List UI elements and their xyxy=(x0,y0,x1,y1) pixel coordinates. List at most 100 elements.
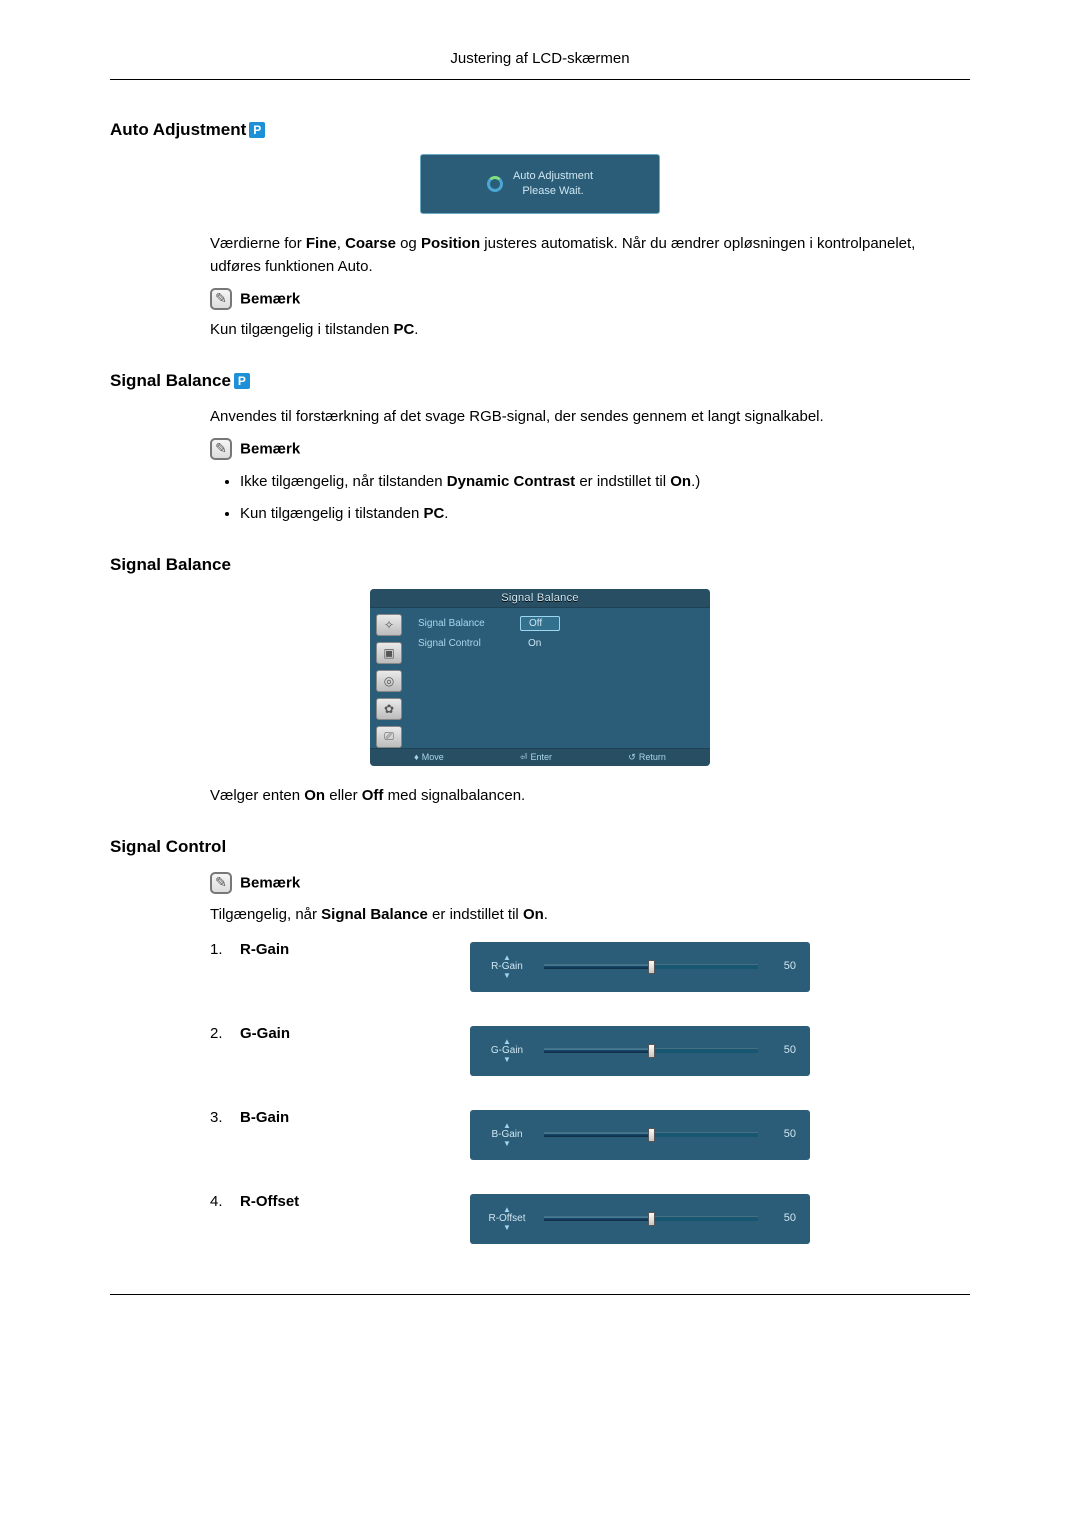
signal-balance-bullets: Ikke tilgængelig, når tilstanden Dynamic… xyxy=(240,470,970,525)
list-item: Ikke tilgængelig, når tilstanden Dynamic… xyxy=(240,470,970,493)
note-row: ✎ Bemærk xyxy=(210,287,970,311)
slider-panel: ▲R-Gain▼ 50 xyxy=(470,942,810,992)
auto-adjustment-paragraph: Værdierne for Fine, Coarse og Position j… xyxy=(210,232,970,279)
slider-label-column: ▲G-Gain▼ xyxy=(484,1038,530,1064)
osd-row-label: Signal Balance xyxy=(418,618,508,629)
auto-adjustment-content: Værdierne for Fine, Coarse og Position j… xyxy=(210,232,970,341)
note-label: Bemærk xyxy=(240,440,300,457)
osd-row: Signal Control On xyxy=(418,637,700,650)
osd-row-value: On xyxy=(520,637,560,650)
slider-track xyxy=(544,1216,758,1221)
chevron-down-icon: ▼ xyxy=(503,972,511,980)
slider-panel: ▲B-Gain▼ 50 xyxy=(470,1110,810,1160)
osd-side-icon: ⎚ xyxy=(376,726,402,748)
osd-footer: ♦ Move ⏎ Enter ↺ Return xyxy=(370,748,710,766)
gain-item-header: 3. B-Gain xyxy=(210,1104,340,1129)
gain-item-number: 4. xyxy=(210,1190,226,1213)
slider-fill xyxy=(544,1217,651,1221)
osd-row-value: Off xyxy=(520,616,560,631)
chevron-down-icon: ▼ xyxy=(503,1224,511,1232)
slider-thumb xyxy=(648,960,655,974)
osd-side-icon: ✧ xyxy=(376,614,402,636)
note-icon: ✎ xyxy=(210,438,232,460)
signal-balance-content: Anvendes til forstærkning af det svage R… xyxy=(210,405,970,524)
section-title-signal-control: Signal Control xyxy=(110,837,970,857)
slider-label-column: ▲R-Offset▼ xyxy=(484,1206,530,1232)
bottom-rule xyxy=(110,1294,970,1295)
gain-list-item: 3. B-Gain ▲B-Gain▼ 50 xyxy=(210,1104,970,1178)
gain-list-item: 4. R-Offset ▲R-Offset▼ 50 xyxy=(210,1188,970,1262)
gain-item-name: R-Offset xyxy=(240,1190,299,1213)
note-row: ✎ Bemærk xyxy=(210,437,970,461)
osd-main: Signal Balance Off Signal Control On xyxy=(408,608,710,748)
auto-adjustment-note-text: Kun tilgængelig i tilstanden PC. xyxy=(210,318,970,341)
slider-label-column: ▲R-Gain▼ xyxy=(484,954,530,980)
note-icon: ✎ xyxy=(210,872,232,894)
note-row: ✎ Bemærk xyxy=(210,871,970,895)
osd-side-icon: ◎ xyxy=(376,670,402,692)
gain-item-name: B-Gain xyxy=(240,1106,289,1129)
section-title-auto-adjustment: Auto Adjustment P xyxy=(110,120,970,140)
signal-control-note-text: Tilgængelig, når Signal Balance er indst… xyxy=(210,903,970,926)
gain-item-header: 1. R-Gain xyxy=(210,936,340,961)
gain-list-item: 1. R-Gain ▲R-Gain▼ 50 xyxy=(210,936,970,1010)
section-title-text: Signal Balance xyxy=(110,371,231,391)
signal-balance-under-text: Vælger enten On eller Off med signalbala… xyxy=(210,784,970,807)
chevron-down-icon: ▼ xyxy=(503,1140,511,1148)
gain-item-number: 2. xyxy=(210,1022,226,1045)
osd-side-icon: ▣ xyxy=(376,642,402,664)
section-title-text: Signal Balance xyxy=(110,555,231,575)
signal-balance-under: Vælger enten On eller Off med signalbala… xyxy=(210,784,970,807)
osd-title: Signal Balance xyxy=(370,589,710,608)
osd-side: ✧ ▣ ◎ ✿ ⎚ xyxy=(370,608,408,748)
slider-thumb xyxy=(648,1044,655,1058)
osd-footer-move: ♦ Move xyxy=(414,752,444,763)
gain-item-name: G-Gain xyxy=(240,1022,290,1045)
slider-fill xyxy=(544,965,651,969)
slider-track xyxy=(544,1048,758,1053)
p-badge-icon: P xyxy=(249,122,265,138)
page-header: Justering af LCD-skærmen xyxy=(110,0,970,80)
osd-body: ✧ ▣ ◎ ✿ ⎚ Signal Balance Off Signal Cont… xyxy=(370,608,710,748)
section-title-text: Auto Adjustment xyxy=(110,120,246,140)
slider-thumb xyxy=(648,1212,655,1226)
osd-row-label: Signal Control xyxy=(418,638,508,649)
osd-footer-return: ↺ Return xyxy=(628,752,666,763)
slider-thumb xyxy=(648,1128,655,1142)
slider-fill xyxy=(544,1049,651,1053)
gain-item-number: 1. xyxy=(210,938,226,961)
slider-fill xyxy=(544,1133,651,1137)
note-label: Bemærk xyxy=(240,290,300,307)
osd-footer-enter: ⏎ Enter xyxy=(520,752,552,763)
osd-menu: Signal Balance ✧ ▣ ◎ ✿ ⎚ Signal Balance … xyxy=(370,589,710,766)
slider-value: 50 xyxy=(772,1210,796,1227)
osd-side-icon: ✿ xyxy=(376,698,402,720)
gain-item-name: R-Gain xyxy=(240,938,289,961)
auto-adj-line2: Please Wait. xyxy=(513,184,593,199)
p-badge-icon: P xyxy=(234,373,250,389)
slider-value: 50 xyxy=(772,958,796,975)
osd-row: Signal Balance Off xyxy=(418,616,700,631)
gain-item-header: 4. R-Offset xyxy=(210,1188,340,1213)
auto-adjustment-panel-text: Auto Adjustment Please Wait. xyxy=(513,169,593,199)
gain-list: 1.R-Gain▲R-Gain▼502.G-Gain▲G-Gain▼503.B-… xyxy=(210,936,970,1262)
slider-panel: ▲R-Offset▼ 50 xyxy=(470,1194,810,1244)
section-title-text: Signal Control xyxy=(110,837,226,857)
slider-track xyxy=(544,1132,758,1137)
auto-adj-line1: Auto Adjustment xyxy=(513,169,593,184)
section-title-signal-balance: Signal Balance P xyxy=(110,371,970,391)
slider-value: 50 xyxy=(772,1126,796,1143)
slider-label-column: ▲B-Gain▼ xyxy=(484,1122,530,1148)
auto-adjustment-panel: Auto Adjustment Please Wait. xyxy=(420,154,660,214)
list-item: Kun tilgængelig i tilstanden PC. xyxy=(240,502,970,525)
signal-balance-paragraph: Anvendes til forstærkning af det svage R… xyxy=(210,405,970,428)
spinner-icon xyxy=(487,176,503,192)
note-label: Bemærk xyxy=(240,874,300,891)
signal-control-content: ✎ Bemærk Tilgængelig, når Signal Balance… xyxy=(210,871,970,1262)
section-title-signal-balance-osd: Signal Balance xyxy=(110,555,970,575)
slider-track xyxy=(544,964,758,969)
slider-panel: ▲G-Gain▼50 xyxy=(470,1026,810,1076)
gain-item-header: 2. G-Gain xyxy=(210,1020,340,1045)
gain-item-number: 3. xyxy=(210,1106,226,1129)
chevron-down-icon: ▼ xyxy=(503,1056,511,1064)
